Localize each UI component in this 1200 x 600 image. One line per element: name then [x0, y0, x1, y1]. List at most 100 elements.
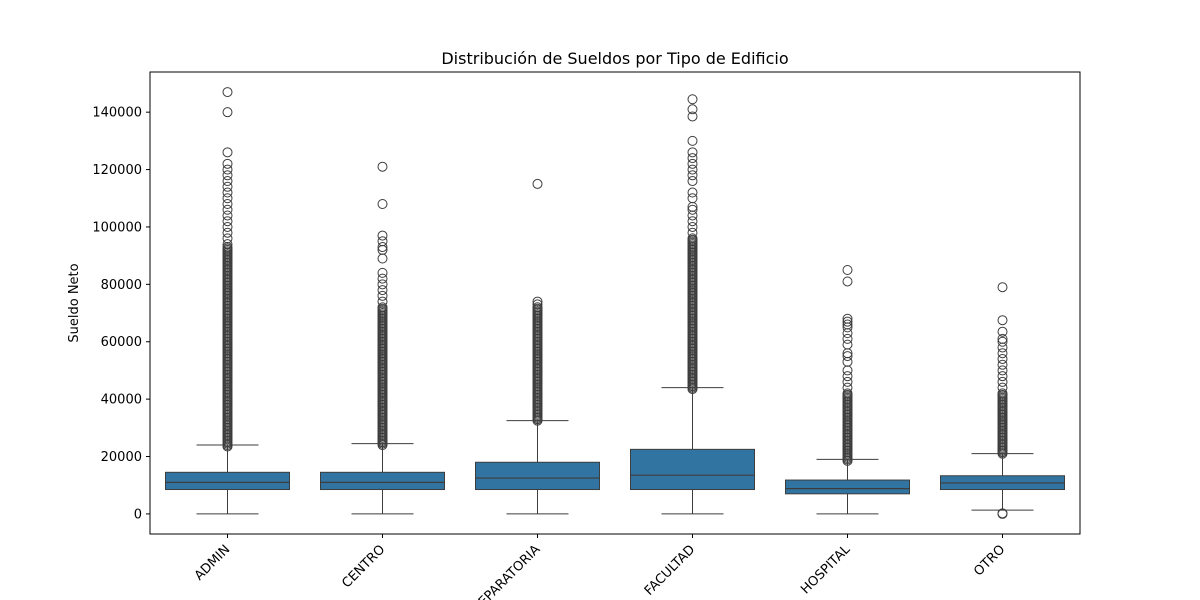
outlier-point [997, 359, 1008, 370]
outlier-point [687, 164, 698, 175]
outlier-point [222, 204, 233, 215]
outlier-point [222, 227, 233, 238]
box-group-preparatoria [475, 178, 600, 515]
outlier-point [997, 376, 1008, 387]
outlier-point [377, 236, 388, 247]
outlier-point [377, 161, 388, 172]
y-tick-label: 80000 [101, 278, 142, 293]
outlier-point [222, 233, 233, 244]
outlier-point [687, 135, 698, 146]
y-tick-label: 60000 [101, 335, 142, 350]
outlier-point [687, 176, 698, 187]
outlier-point [222, 193, 233, 204]
outlier-point [377, 273, 388, 284]
outlier-point [377, 279, 388, 290]
y-axis-label: Sueldo Neto [67, 263, 82, 342]
y-tick-label: 0 [134, 507, 142, 522]
outlier-point [997, 282, 1008, 293]
outlier-point [842, 365, 853, 376]
outlier-point [377, 290, 388, 301]
box-group-admin [165, 87, 290, 515]
outlier-point [222, 221, 233, 232]
x-tick-label: OTRO [971, 542, 1008, 579]
outlier-point [687, 216, 698, 227]
x-tick-label: FACULTAD [642, 542, 698, 598]
outlier-point [222, 187, 233, 198]
outlier-point [997, 365, 1008, 376]
y-tick-label: 100000 [92, 220, 142, 235]
outlier-point [687, 170, 698, 181]
box-iqr [785, 479, 910, 495]
x-tick-label: ADMIN [192, 542, 233, 583]
outlier-point [377, 253, 388, 264]
outlier-point [222, 210, 233, 221]
outlier-point [377, 302, 388, 313]
outlier-point [842, 276, 853, 287]
y-tick-label: 120000 [92, 163, 142, 178]
outlier-point [377, 230, 388, 241]
outlier-point [687, 158, 698, 169]
outlier-point [377, 199, 388, 209]
outlier-point [222, 216, 233, 227]
box-iqr [630, 448, 755, 491]
box-iqr [475, 461, 600, 491]
x-tick-label: HOSPITAL [798, 542, 854, 598]
outlier-point [687, 221, 698, 232]
x-tick-label: PREPARATORIA [464, 542, 543, 600]
outlier-point [687, 111, 698, 122]
outlier-point [377, 296, 388, 307]
box-iqr [165, 471, 290, 491]
y-tick-label: 140000 [92, 106, 142, 121]
outlier-point [377, 285, 388, 296]
outlier-point [222, 199, 233, 209]
outlier-point [687, 94, 698, 105]
box-group-centro [320, 161, 445, 515]
outlier-point [222, 170, 233, 181]
outlier-point [377, 242, 388, 253]
outlier-point [997, 333, 1008, 344]
outlier-point [222, 107, 233, 118]
outlier-point [222, 239, 233, 250]
outlier-point [842, 265, 853, 275]
outlier-point [687, 193, 698, 204]
outlier-point [532, 178, 543, 189]
box-group-facultad [630, 94, 755, 515]
outlier-point [842, 351, 853, 362]
outlier-point [222, 181, 233, 192]
outlier-point [532, 299, 543, 310]
outlier-point [997, 348, 1008, 359]
y-tick-label: 40000 [101, 393, 142, 408]
outlier-point [997, 315, 1008, 326]
box-iqr [320, 471, 445, 491]
box-group-hospital [785, 265, 910, 515]
outlier-point [997, 326, 1008, 337]
outlier-point [842, 371, 853, 382]
outlier-point [997, 371, 1008, 382]
plot-area [165, 87, 1065, 519]
outlier-point [842, 388, 853, 399]
outlier-point [687, 227, 698, 238]
outlier-point [687, 204, 698, 215]
outlier-point [997, 353, 1008, 364]
outlier-point [687, 233, 698, 244]
outlier-point [687, 153, 698, 164]
box-group-otro [940, 282, 1065, 519]
outlier-point [222, 158, 233, 169]
plot-frame [149, 71, 1081, 535]
outlier-point [222, 164, 233, 175]
outlier-point [687, 104, 698, 115]
outlier-point [997, 388, 1008, 399]
outlier-point [687, 187, 698, 198]
outlier-point [842, 339, 853, 350]
x-tick-label: CENTRO [339, 542, 388, 591]
outlier-point [222, 147, 233, 158]
outlier-point [997, 382, 1008, 393]
outlier-point [842, 376, 853, 387]
chart-title: Distribución de Sueldos por Tipo de Edif… [441, 49, 788, 68]
outlier-point [842, 382, 853, 393]
outlier-point [532, 296, 543, 307]
outlier-point [377, 267, 388, 278]
outlier-point [842, 333, 853, 344]
outlier-point [222, 87, 233, 98]
